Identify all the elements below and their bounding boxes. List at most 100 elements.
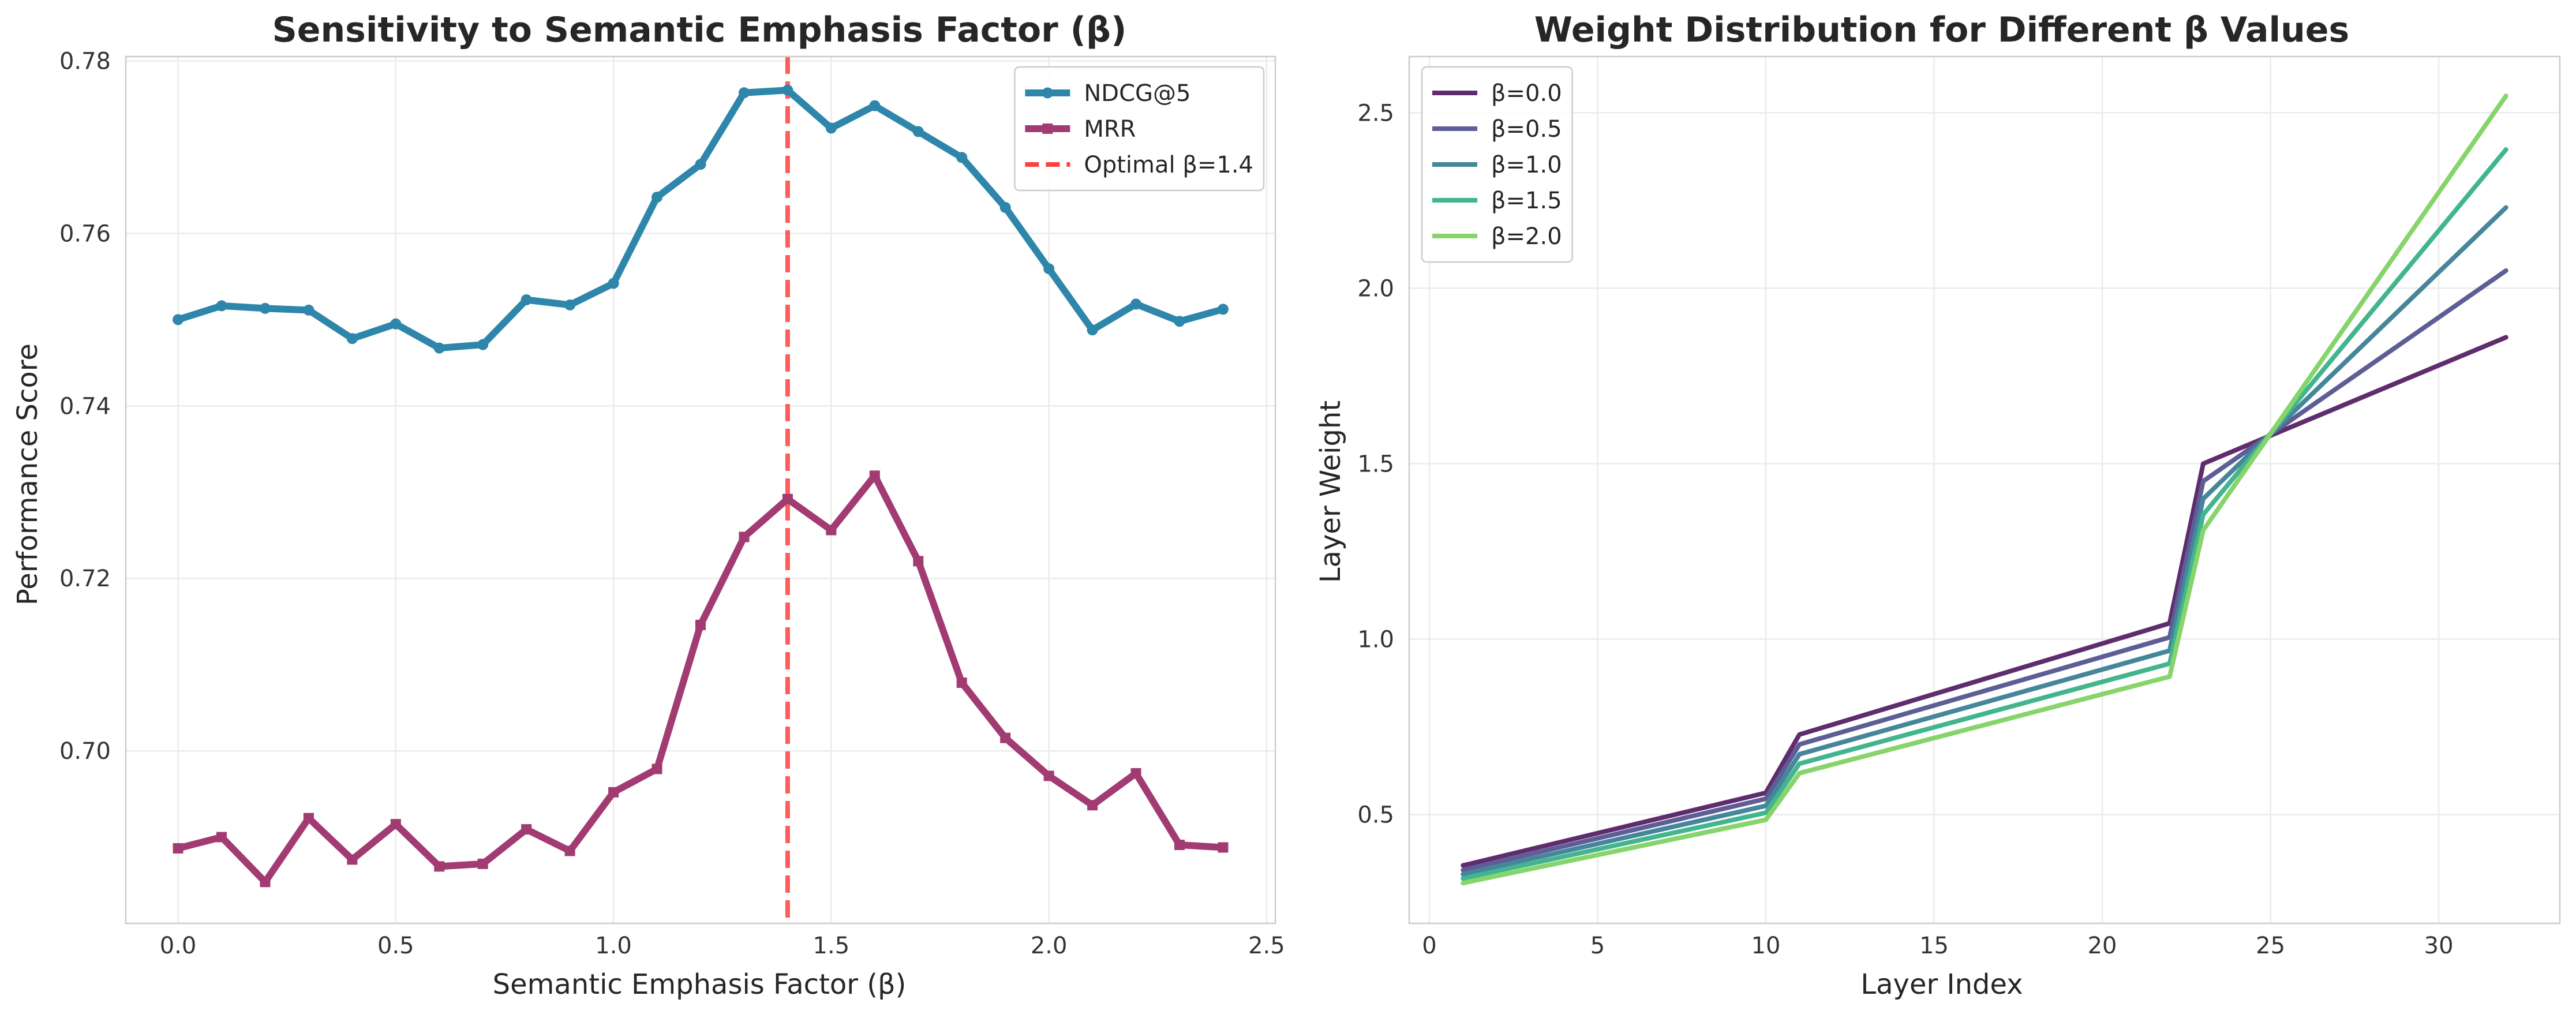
legend: NDCG@5 MRR Optimal β=1.4 (1014, 66, 1265, 192)
data-point (216, 832, 227, 843)
data-point (608, 278, 619, 289)
data-point (434, 861, 445, 872)
x-tick-label: 20 (2088, 933, 2117, 959)
legend-label: Optimal β=1.4 (1084, 152, 1253, 178)
plot-frame (125, 55, 1276, 925)
data-point (477, 858, 488, 869)
x-tick-label: 10 (1751, 933, 1781, 959)
x-tick-label: 1.5 (813, 933, 850, 959)
data-point (956, 152, 968, 163)
data-point (1174, 839, 1185, 850)
data-point (1174, 316, 1185, 327)
x-tick-label: 15 (1919, 933, 1949, 959)
x-tick-label: 30 (2424, 933, 2454, 959)
data-point (433, 342, 445, 354)
legend-label: β=1.5 (1491, 188, 1562, 214)
data-point (173, 314, 184, 325)
x-tick-label: 0 (1422, 933, 1436, 959)
data-point (869, 100, 881, 111)
tick-labels: 0 5 10 15 20 25 30 0.5 1.0 1.5 2.0 2.5 (1357, 100, 2453, 959)
x-tick-label: 0.5 (377, 933, 414, 959)
data-point (346, 333, 358, 345)
plot-frame (1408, 55, 2561, 925)
series-lines (173, 84, 1229, 888)
data-point (1000, 732, 1011, 743)
series-line-3 (1461, 147, 2508, 881)
y-tick-label: 0.74 (59, 393, 111, 420)
data-point (303, 304, 314, 316)
data-point (913, 556, 924, 567)
data-point (652, 192, 663, 203)
weight-distribution-chart: Weight Distribution for Different β Valu… (1315, 10, 2561, 1001)
x-tick-label: 5 (1590, 933, 1605, 959)
y-tick-label: 1.0 (1357, 626, 1394, 653)
chart-title: Sensitivity to Semantic Emphasis Factor … (272, 10, 1127, 50)
x-axis-label: Layer Index (1860, 968, 2023, 1001)
data-point (303, 813, 314, 824)
data-point (173, 843, 184, 854)
data-point (1130, 298, 1142, 310)
data-point (782, 84, 793, 96)
legend-label: β=2.0 (1491, 223, 1562, 250)
y-tick-label: 0.5 (1357, 802, 1394, 828)
x-tick-label: 1.0 (595, 933, 632, 959)
data-point (1043, 770, 1054, 781)
chart-title: Weight Distribution for Different β Valu… (1534, 10, 2349, 50)
series-line-4 (1461, 93, 2508, 886)
data-point (608, 787, 619, 798)
legend-marker (1042, 87, 1053, 99)
legend-label: β=0.5 (1491, 116, 1562, 143)
data-point (695, 159, 706, 170)
y-axis-label: Layer Weight (1315, 401, 1347, 583)
legend-label: β=0.0 (1491, 80, 1562, 107)
data-point (826, 525, 837, 536)
sensitivity-chart: Sensitivity to Semantic Emphasis Factor … (12, 10, 1285, 1001)
x-axis-label: Semantic Emphasis Factor (β) (493, 968, 907, 1001)
data-point (259, 302, 271, 314)
data-point (782, 493, 793, 504)
y-tick-label: 2.0 (1357, 275, 1394, 302)
y-tick-label: 0.70 (59, 738, 111, 765)
tick-labels: 0.0 0.5 1.0 1.5 2.0 2.5 0.70 0.72 0.74 0.76 0.78 (59, 48, 1285, 959)
data-point (390, 318, 402, 330)
legend-marker (1042, 123, 1053, 134)
data-point (564, 299, 576, 310)
legend-box (1014, 66, 1265, 192)
data-point (1087, 800, 1098, 811)
data-point (521, 294, 532, 305)
data-point (1087, 324, 1098, 336)
data-point (260, 877, 271, 888)
gridlines (126, 57, 1275, 923)
y-tick-label: 1.5 (1357, 451, 1394, 477)
data-point (825, 122, 837, 134)
y-tick-label: 0.76 (59, 220, 111, 247)
data-point (347, 854, 358, 865)
y-axis-label: Performance Score (12, 343, 44, 605)
data-point (652, 764, 662, 774)
legend: β=0.0 β=0.5 β=1.0 β=1.5 β=2.0 (1421, 66, 1573, 263)
y-tick-label: 0.78 (59, 48, 111, 74)
data-point (477, 339, 489, 350)
x-tick-label: 25 (2256, 933, 2285, 959)
data-point (695, 619, 706, 630)
data-point (956, 678, 967, 688)
legend-box (1421, 66, 1573, 263)
series-lines (1461, 93, 2508, 886)
data-point (912, 126, 924, 137)
y-tick-label: 0.72 (59, 566, 111, 592)
legend-label: MRR (1084, 116, 1136, 143)
data-point (564, 845, 575, 856)
y-tick-label: 2.5 (1357, 100, 1394, 126)
data-point (521, 824, 532, 835)
data-point (1218, 842, 1229, 853)
x-tick-label: 2.0 (1031, 933, 1068, 959)
data-point (1217, 304, 1229, 315)
data-point (1043, 263, 1055, 275)
series-line-0 (1461, 335, 2508, 868)
data-point (869, 470, 880, 481)
legend-label: β=1.0 (1491, 152, 1562, 178)
legend-label: NDCG@5 (1084, 80, 1190, 107)
x-tick-label: 2.5 (1248, 933, 1285, 959)
data-point (390, 819, 401, 830)
data-point (999, 202, 1011, 214)
